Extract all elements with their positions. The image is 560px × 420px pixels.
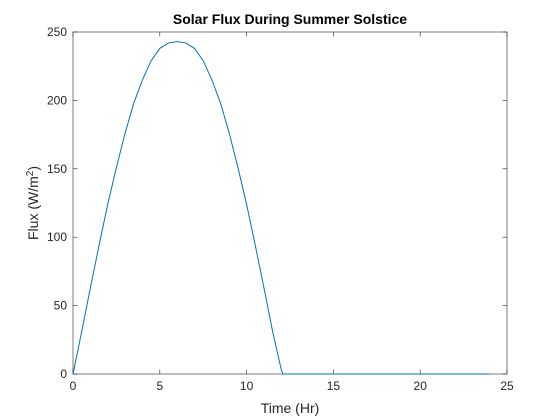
y-tick-label: 200: [47, 93, 67, 107]
x-tick-label: 25: [500, 379, 514, 393]
x-tick-label: 0: [70, 379, 77, 393]
series-line-flux: [72, 41, 490, 375]
x-tick-label: 15: [327, 379, 341, 393]
axes-box: [72, 31, 508, 375]
y-tick-label: 50: [54, 299, 68, 313]
plot-area: 0 5 10 15 20 25 0 50 100 150 200 250: [47, 25, 514, 393]
y-tick-label: 250: [47, 25, 67, 39]
x-tick-label: 5: [156, 379, 163, 393]
x-axis-label: Time (Hr): [261, 400, 320, 416]
y-tick-label: 150: [47, 162, 67, 176]
x-tick-label: 10: [240, 379, 254, 393]
y-tick-label: 100: [47, 230, 67, 244]
chart-title: Solar Flux During Summer Solstice: [173, 11, 407, 27]
x-tick-label: 20: [414, 379, 428, 393]
y-axis-label: Flux (W/m2): [25, 166, 41, 240]
y-axis: 0 50 100 150 200 250: [47, 25, 507, 381]
x-axis: 0 5 10 15 20 25: [70, 32, 514, 393]
y-tick-label: 0: [60, 367, 67, 381]
